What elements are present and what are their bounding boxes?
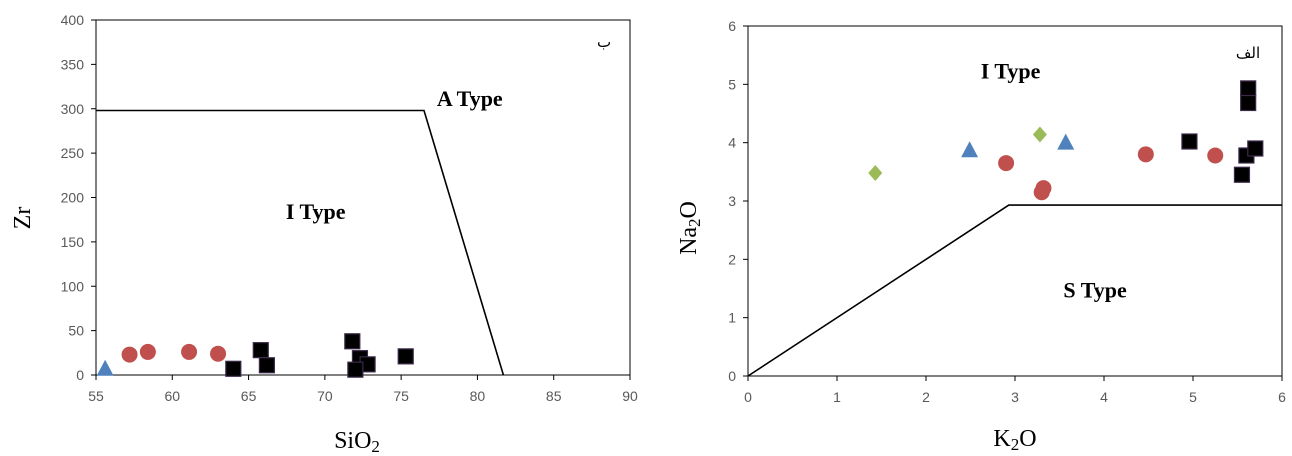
data-point-diamond — [1032, 126, 1047, 143]
x-tick-label: 6 — [1278, 389, 1286, 405]
field-boundary-line — [96, 109, 505, 376]
x-tick-label: 0 — [744, 389, 752, 405]
y-tick-label: 6 — [728, 18, 736, 34]
data-point-square — [1247, 140, 1264, 157]
panel-label: الف — [1236, 44, 1260, 62]
x-axis-title: SiO2 — [334, 428, 380, 456]
data-point-square — [1240, 94, 1257, 112]
y-tick-label: 2 — [728, 251, 736, 267]
region-label-a-type: A Type — [437, 86, 503, 111]
x-tick-label: 75 — [393, 388, 409, 404]
y-tick-label: 4 — [728, 135, 736, 151]
data-point-triangle — [961, 141, 979, 158]
x-tick-label: 70 — [317, 388, 333, 404]
y-axis-title: Zr — [10, 207, 36, 230]
x-tick-label: 90 — [622, 388, 638, 404]
region-label-i-type: I Type — [981, 59, 1041, 84]
chart-2: 0 1 2 3 4 5 6 0 1 2 3 4 5 6 I Type S Type الف K2O Na2O — [676, 18, 1286, 454]
x-tick-label: 3 — [1011, 389, 1019, 405]
data-point-square — [1181, 133, 1198, 150]
data-point-triangle — [96, 359, 114, 376]
y-tick-label: 1 — [728, 310, 736, 326]
y-tick-label: 50 — [68, 323, 84, 339]
y-tick-label: 0 — [76, 367, 84, 383]
field-boundary-line — [747, 204, 1282, 377]
data-point-square — [252, 342, 269, 359]
y-axis-title: Na2O — [676, 201, 704, 255]
x-tick-label: 80 — [470, 388, 486, 404]
y-tick-label: 300 — [61, 101, 85, 117]
y-tick-label: 200 — [61, 190, 85, 206]
region-label-i-type: I Type — [286, 199, 346, 224]
x-tick-label: 2 — [922, 389, 930, 405]
data-point-circle — [998, 155, 1015, 172]
plot-area-frame — [95, 19, 631, 376]
y-tick-label: 250 — [61, 145, 85, 161]
data-point-square — [1240, 80, 1257, 97]
y-tick-label: 350 — [61, 56, 85, 72]
y-tick-label: 5 — [728, 76, 736, 92]
data-point-circle — [210, 345, 227, 362]
chart-1: 55 60 65 70 75 80 85 90 0 50 100 150 200 250 300 350 400… — [10, 12, 638, 456]
x-tick-label: 5 — [1189, 389, 1197, 405]
data-point-circle — [139, 343, 156, 360]
data-point-circle — [121, 346, 138, 363]
y-tick-label: 3 — [728, 193, 736, 209]
data-point-square — [225, 360, 242, 377]
x-axis-title: K2O — [993, 426, 1036, 454]
y-tick-label: 150 — [61, 234, 85, 250]
data-point-triangle — [1057, 133, 1075, 150]
data-point-circle — [1207, 147, 1224, 164]
x-tick-label: 55 — [88, 388, 104, 404]
x-tick-label: 85 — [546, 388, 562, 404]
x-tick-label: 1 — [833, 389, 841, 405]
region-label-s-type: S Type — [1063, 277, 1127, 302]
data-point-circle — [1035, 180, 1052, 197]
data-point-circle — [1137, 146, 1154, 163]
data-point-square — [397, 348, 414, 365]
data-point-square — [344, 333, 361, 350]
y-tick-label: 0 — [728, 368, 736, 384]
x-tick-label: 4 — [1100, 389, 1108, 405]
data-point-square — [347, 361, 364, 378]
data-point-circle — [181, 343, 198, 360]
data-point-square — [1233, 166, 1251, 183]
data-point-diamond — [868, 165, 883, 181]
data-point-square — [258, 357, 275, 374]
x-tick-label: 60 — [164, 388, 180, 404]
panel-label: ب — [597, 33, 611, 51]
y-tick-label: 400 — [61, 12, 85, 28]
x-tick-label: 65 — [241, 388, 257, 404]
y-tick-label: 100 — [61, 278, 85, 294]
